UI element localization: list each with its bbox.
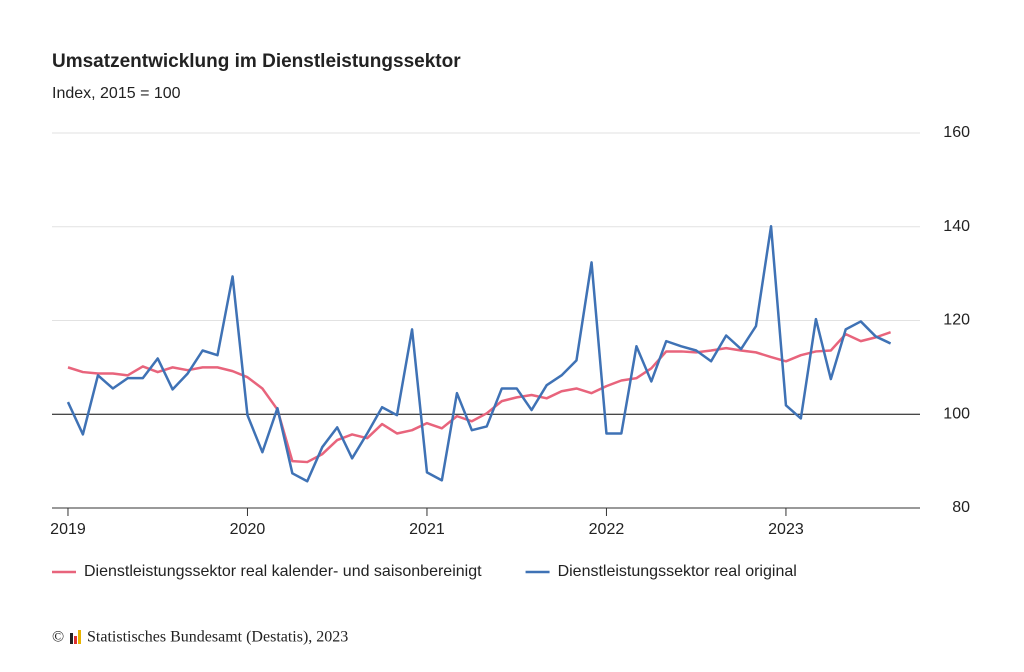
line — [67, 331, 891, 464]
x-tick-label: 2019 — [50, 521, 86, 538]
y-tick-label: 80 — [952, 499, 970, 516]
y-tick-label: 120 — [943, 312, 970, 329]
y-tick-label: 140 — [943, 218, 970, 235]
legend-label: Dienstleistungssektor real kalender- und… — [84, 563, 482, 580]
source: Statistisches Bundesamt (Destatis), 2023 — [87, 629, 348, 646]
y-tick-label: 100 — [943, 405, 970, 422]
chart-subtitle: Index, 2015 = 100 — [52, 85, 181, 102]
x-tick-label: 2020 — [230, 521, 266, 538]
logo — [70, 630, 81, 644]
x-tick-label: 2022 — [589, 521, 625, 538]
copyright: © — [52, 629, 64, 646]
chart-title: Umsatzentwicklung im Dienstleistungssekt… — [52, 51, 461, 72]
y-tick-label: 160 — [943, 124, 970, 141]
legend-label: Dienstleistungssektor real original — [558, 563, 797, 580]
line — [66, 225, 892, 483]
x-tick-label: 2021 — [409, 521, 445, 538]
x-tick-label: 2023 — [768, 521, 804, 538]
